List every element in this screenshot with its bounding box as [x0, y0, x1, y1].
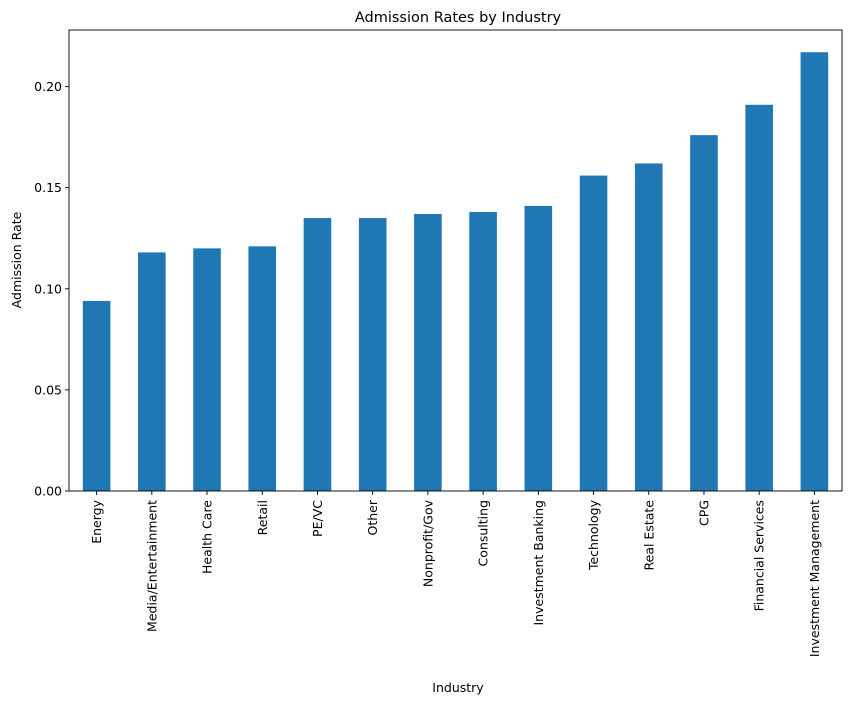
bar-5 — [358, 218, 387, 491]
x-tick-label-1: Media/Entertainment — [144, 500, 159, 632]
bar-3 — [248, 246, 277, 491]
bar-4 — [303, 218, 332, 491]
x-tick-label-2: Health Care — [200, 500, 215, 574]
bar-0 — [82, 300, 111, 491]
y-tick-label-0: 0.00 — [34, 484, 62, 499]
x-tick-label-12: Financial Services — [752, 500, 767, 611]
bar-10 — [634, 163, 663, 491]
chart-title: Admission Rates by Industry — [355, 10, 562, 26]
x-tick-label-11: CPG — [696, 500, 711, 526]
x-tick-label-3: Retail — [255, 500, 270, 535]
x-axis: Energy Media/Entertainment Health Care Reta… — [89, 491, 822, 657]
bar-2 — [193, 248, 221, 491]
x-tick-label-5: Other — [365, 499, 380, 535]
bar-9 — [579, 175, 608, 491]
y-tick-label-1: 0.05 — [34, 382, 62, 397]
bar-1 — [138, 252, 166, 491]
y-tick-label-4: 0.20 — [34, 79, 62, 94]
y-tick-label-3: 0.15 — [34, 180, 62, 195]
plot-frame — [68, 29, 843, 492]
bar-11 — [690, 135, 718, 491]
y-tick-label-2: 0.10 — [34, 281, 62, 296]
x-tick-label-6: Nonprofit/Gov — [420, 499, 435, 587]
x-tick-label-8: Investment Banking — [531, 500, 546, 626]
bar-8 — [524, 205, 553, 491]
x-axis-label: Industry — [432, 680, 484, 695]
bar-13 — [800, 52, 829, 492]
x-tick-label-7: Consulting — [476, 500, 491, 566]
y-axis-label: Admission Rate — [9, 211, 24, 308]
x-tick-label-0: Energy — [89, 499, 104, 543]
bar-6 — [414, 213, 442, 492]
x-tick-label-4: PE/VC — [310, 500, 325, 537]
y-axis: 0.00 0.05 0.10 0.15 0.20 — [34, 79, 69, 499]
x-tick-label-10: Real Estate — [641, 500, 656, 571]
bar-12 — [745, 104, 773, 491]
bar-7 — [469, 211, 497, 491]
x-tick-label-9: Technology — [586, 499, 601, 571]
x-tick-label-13: Investment Management — [807, 500, 822, 657]
bars-group — [82, 52, 829, 492]
